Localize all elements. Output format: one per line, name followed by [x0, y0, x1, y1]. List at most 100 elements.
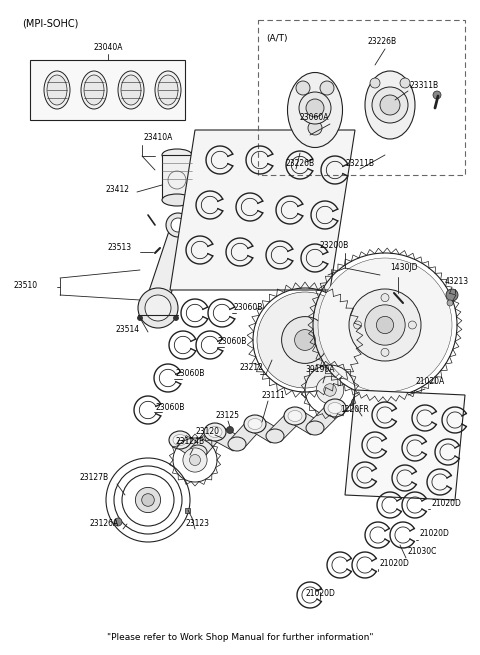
Bar: [30, 60, 185, 120]
Text: 23060B: 23060B: [175, 369, 204, 379]
Circle shape: [282, 316, 328, 364]
Polygon shape: [146, 225, 185, 315]
Circle shape: [295, 329, 315, 350]
Text: 21020D: 21020D: [380, 559, 410, 567]
Ellipse shape: [155, 71, 181, 109]
Polygon shape: [170, 130, 355, 290]
Circle shape: [142, 494, 154, 506]
Text: 1430JD: 1430JD: [390, 263, 418, 272]
Text: 23226B: 23226B: [368, 37, 397, 47]
Text: 43213: 43213: [445, 278, 469, 286]
Text: (A/T): (A/T): [266, 34, 288, 43]
Ellipse shape: [121, 75, 141, 105]
Ellipse shape: [47, 75, 67, 105]
Bar: [162, 155, 192, 200]
Text: 23226B: 23226B: [285, 159, 314, 168]
Circle shape: [257, 292, 353, 388]
Circle shape: [318, 258, 452, 392]
Ellipse shape: [328, 403, 342, 413]
Text: 21020D: 21020D: [305, 588, 335, 597]
Ellipse shape: [189, 445, 207, 459]
Text: 1220FR: 1220FR: [340, 405, 369, 415]
Polygon shape: [231, 419, 261, 449]
Polygon shape: [291, 409, 319, 435]
Text: 21020D: 21020D: [420, 529, 450, 538]
Circle shape: [380, 95, 400, 115]
Ellipse shape: [244, 415, 266, 433]
Polygon shape: [185, 508, 190, 513]
Circle shape: [433, 91, 441, 99]
Circle shape: [381, 348, 389, 356]
Text: 23126A: 23126A: [90, 519, 119, 527]
Text: 23510: 23510: [14, 280, 38, 290]
Ellipse shape: [169, 431, 191, 449]
Ellipse shape: [173, 434, 187, 445]
Text: 23124B: 23124B: [175, 438, 204, 447]
Text: 23123: 23123: [185, 519, 209, 527]
Ellipse shape: [288, 411, 302, 422]
Polygon shape: [211, 425, 241, 451]
Circle shape: [324, 384, 336, 396]
Text: 23127B: 23127B: [80, 474, 109, 483]
Text: 23211B: 23211B: [345, 159, 374, 168]
Text: 23111: 23111: [262, 390, 286, 400]
Ellipse shape: [162, 194, 192, 206]
Circle shape: [183, 448, 207, 472]
Ellipse shape: [208, 426, 222, 438]
Circle shape: [372, 87, 408, 123]
Circle shape: [376, 316, 394, 333]
Text: "Please refer to Work Shop Manual for further information": "Please refer to Work Shop Manual for fu…: [107, 633, 373, 643]
Circle shape: [173, 316, 179, 320]
Circle shape: [299, 92, 331, 124]
Circle shape: [190, 455, 201, 466]
Circle shape: [138, 288, 178, 328]
Text: 21020A: 21020A: [415, 377, 444, 386]
Text: 21030C: 21030C: [408, 548, 437, 557]
Circle shape: [166, 213, 190, 237]
Ellipse shape: [288, 73, 343, 147]
Text: 23311B: 23311B: [410, 81, 439, 90]
Text: (MPI-SOHC): (MPI-SOHC): [22, 18, 78, 28]
Polygon shape: [176, 434, 203, 458]
Text: 23060B: 23060B: [233, 303, 263, 312]
Circle shape: [308, 121, 322, 135]
Text: 39190A: 39190A: [305, 365, 335, 375]
Circle shape: [137, 316, 143, 320]
Text: 23410A: 23410A: [143, 134, 172, 143]
Circle shape: [296, 81, 310, 95]
Ellipse shape: [324, 399, 346, 417]
Circle shape: [135, 487, 161, 513]
Circle shape: [171, 218, 185, 232]
Ellipse shape: [365, 71, 415, 139]
Text: 21020D: 21020D: [432, 498, 462, 508]
Circle shape: [408, 321, 416, 329]
Circle shape: [381, 293, 389, 302]
Ellipse shape: [266, 429, 284, 443]
Circle shape: [316, 376, 344, 403]
Text: 23513: 23513: [108, 244, 132, 252]
Polygon shape: [269, 410, 300, 441]
Circle shape: [351, 398, 359, 405]
Polygon shape: [309, 402, 341, 434]
Circle shape: [400, 78, 410, 88]
Circle shape: [370, 78, 380, 88]
Text: 23125: 23125: [215, 411, 239, 419]
Ellipse shape: [228, 437, 246, 451]
Text: 23120: 23120: [195, 428, 219, 436]
Text: 23060B: 23060B: [155, 403, 184, 411]
Text: 23412: 23412: [105, 185, 129, 195]
Text: 23060B: 23060B: [218, 337, 247, 346]
Polygon shape: [192, 427, 221, 457]
Circle shape: [227, 426, 233, 434]
Text: 23212: 23212: [240, 364, 264, 373]
Circle shape: [114, 518, 122, 526]
Ellipse shape: [84, 75, 104, 105]
Circle shape: [446, 289, 458, 301]
Ellipse shape: [284, 407, 306, 425]
Circle shape: [447, 300, 453, 306]
Circle shape: [365, 305, 405, 345]
Text: 23514: 23514: [115, 326, 139, 335]
Circle shape: [349, 289, 421, 361]
Circle shape: [354, 321, 361, 329]
Ellipse shape: [44, 71, 70, 109]
